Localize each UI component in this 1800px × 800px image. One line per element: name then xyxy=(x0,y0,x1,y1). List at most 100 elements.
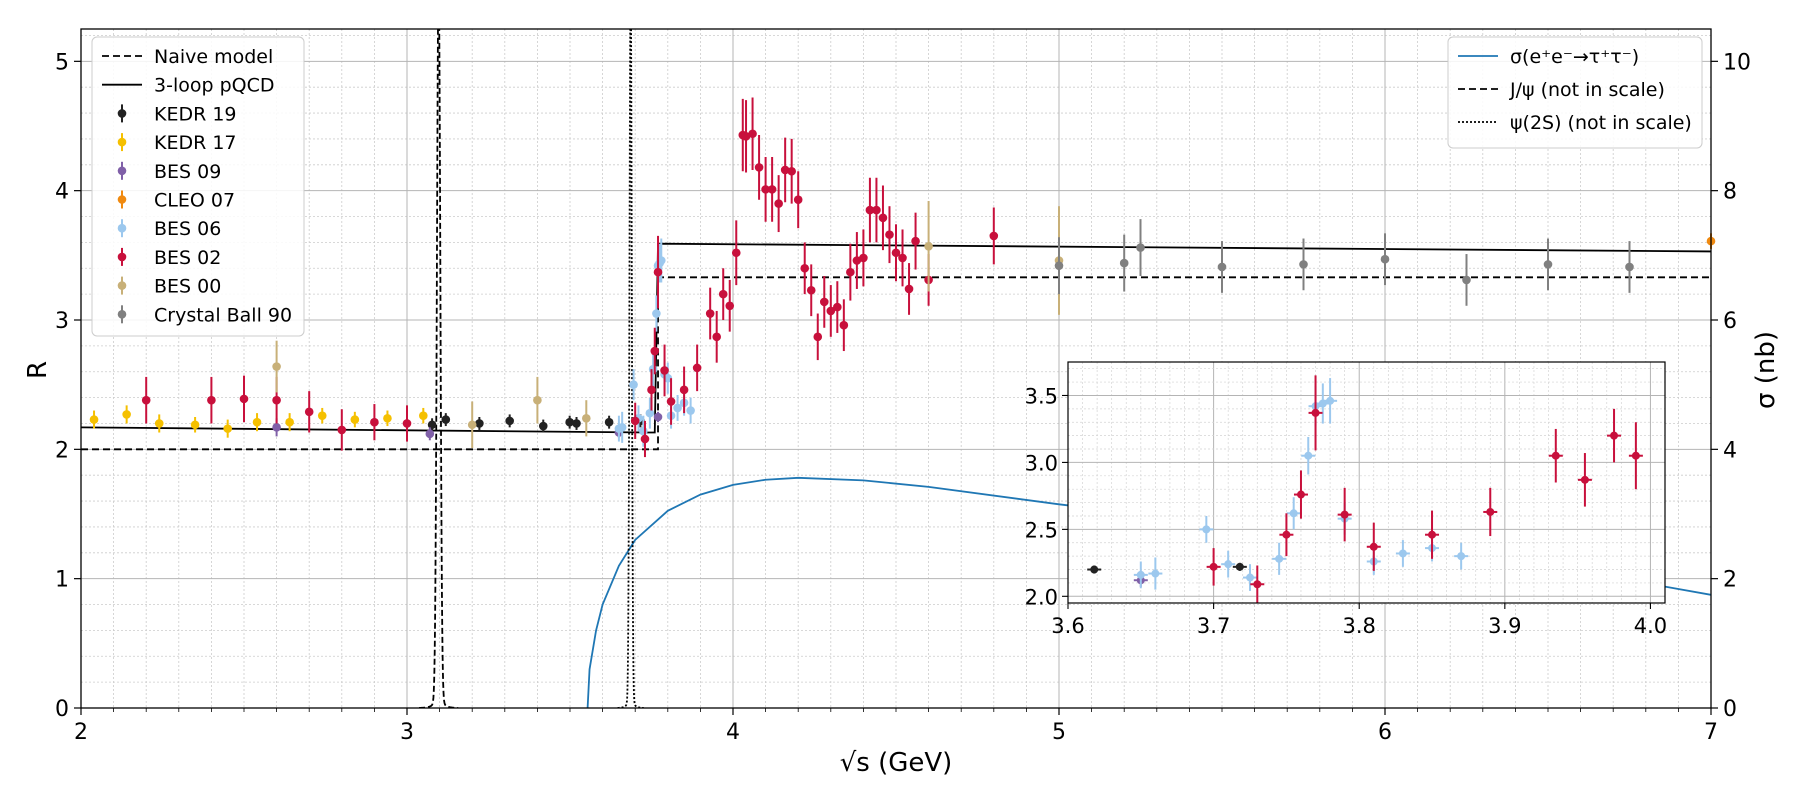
legend-entry: J/ψ (not in scale) xyxy=(1458,79,1665,101)
inset-y-tick-label: 3.0 xyxy=(1025,451,1058,475)
data-point xyxy=(1253,580,1262,589)
legend-left: Naive model 3-loop pQCD KEDR 19 KEDR 17 BES … xyxy=(91,36,305,337)
data-point xyxy=(1380,254,1390,264)
data-point xyxy=(122,410,131,419)
data-point xyxy=(725,301,735,311)
data-point xyxy=(467,420,477,430)
legend-label: BES 00 xyxy=(154,276,221,298)
data-point xyxy=(656,256,666,265)
legend-label: CLEO 07 xyxy=(154,190,235,212)
data-point xyxy=(640,434,650,444)
data-point xyxy=(652,309,661,318)
data-point xyxy=(989,231,999,241)
data-point xyxy=(741,132,751,141)
legend-label: 3-loop pQCD xyxy=(154,75,275,97)
data-point xyxy=(1304,451,1313,460)
data-point xyxy=(639,426,648,436)
data-point xyxy=(1631,451,1640,460)
legend-swatch-marker xyxy=(117,137,127,147)
data-point xyxy=(1246,573,1255,582)
y2-tick-label: 6 xyxy=(1723,309,1737,334)
legend-entry: Crystal Ball 90 xyxy=(117,304,292,326)
inset-y-tick-label: 2.5 xyxy=(1025,518,1058,542)
legend-label: Naive model xyxy=(154,46,273,68)
data-point xyxy=(617,423,627,432)
legend-swatch-marker xyxy=(117,195,127,204)
legend-entry: BES 02 xyxy=(117,247,221,269)
x-tick-label: 6 xyxy=(1378,720,1392,745)
data-point xyxy=(1209,562,1218,571)
x-tick-label: 2 xyxy=(74,720,88,745)
data-point xyxy=(924,241,933,251)
data-point xyxy=(285,417,294,427)
data-point xyxy=(846,267,855,277)
data-point xyxy=(630,416,640,426)
data-point xyxy=(419,411,428,421)
series-kedr-19 xyxy=(1087,562,1247,574)
data-point xyxy=(1282,530,1291,539)
data-point xyxy=(239,394,249,404)
main-data-points xyxy=(89,97,1716,458)
data-point xyxy=(1054,261,1064,270)
legend-swatch-marker xyxy=(117,310,127,319)
data-point xyxy=(859,253,868,263)
data-point xyxy=(1610,431,1619,440)
data-point xyxy=(190,420,200,430)
data-point xyxy=(650,346,660,356)
data-point xyxy=(1090,565,1099,574)
data-point xyxy=(1580,475,1589,484)
data-point xyxy=(1235,562,1244,571)
data-point xyxy=(666,397,676,406)
data-point xyxy=(317,411,327,421)
data-point xyxy=(647,385,656,395)
data-point xyxy=(692,363,702,373)
data-point xyxy=(1457,552,1466,561)
inset-panel: 3.6 3.7 3.8 3.9 4.0 2.0 2.5 3.0 3.5 xyxy=(1025,361,1667,638)
inset-x-tick-label: 3.7 xyxy=(1197,614,1230,638)
data-point xyxy=(1625,262,1634,272)
data-point xyxy=(582,413,591,423)
data-point xyxy=(653,267,663,277)
legend-label: BES 06 xyxy=(154,218,221,240)
data-point xyxy=(911,236,920,246)
data-point xyxy=(679,385,689,395)
data-point xyxy=(780,165,790,175)
data-point xyxy=(885,230,894,239)
legend-label: σ(e⁺e⁻→τ⁺τ⁻) xyxy=(1510,46,1639,68)
data-point xyxy=(304,407,314,417)
y-tick-label: 3 xyxy=(55,309,69,334)
legend-entry: CLEO 07 xyxy=(117,190,235,212)
data-point xyxy=(645,408,655,418)
series-bes-02 xyxy=(1206,375,1643,603)
legend-swatch-marker xyxy=(117,252,127,262)
data-point xyxy=(1340,510,1349,519)
data-point xyxy=(1543,260,1553,269)
data-point xyxy=(427,420,437,430)
y2-tick-label: 4 xyxy=(1723,438,1737,463)
data-point xyxy=(1136,570,1145,579)
inset-x-tick-label: 3.8 xyxy=(1343,614,1376,638)
legend-entry: 3-loop pQCD xyxy=(102,75,275,97)
data-point xyxy=(767,185,777,194)
data-point xyxy=(748,129,757,139)
data-point xyxy=(154,419,164,428)
x-tick-label: 7 xyxy=(1704,720,1718,745)
data-point xyxy=(272,395,281,405)
data-point xyxy=(891,248,901,258)
data-point xyxy=(252,417,262,427)
data-point xyxy=(663,373,673,383)
inset-x-tick-label: 4.0 xyxy=(1634,614,1667,638)
legend-swatch-marker xyxy=(117,223,127,233)
data-point xyxy=(705,309,715,318)
data-point xyxy=(505,416,514,426)
data-point xyxy=(1299,260,1308,269)
data-point xyxy=(806,285,816,295)
series-bes-09 xyxy=(272,411,663,441)
legend-label: BES 09 xyxy=(154,161,221,183)
legend-swatch-marker xyxy=(117,166,127,176)
inset-background xyxy=(1068,362,1665,603)
legend-label: ψ(2S) (not in scale) xyxy=(1510,112,1692,134)
data-point xyxy=(383,413,392,423)
legend-entry: Naive model xyxy=(102,46,273,68)
legend-label: Crystal Ball 90 xyxy=(154,304,292,326)
